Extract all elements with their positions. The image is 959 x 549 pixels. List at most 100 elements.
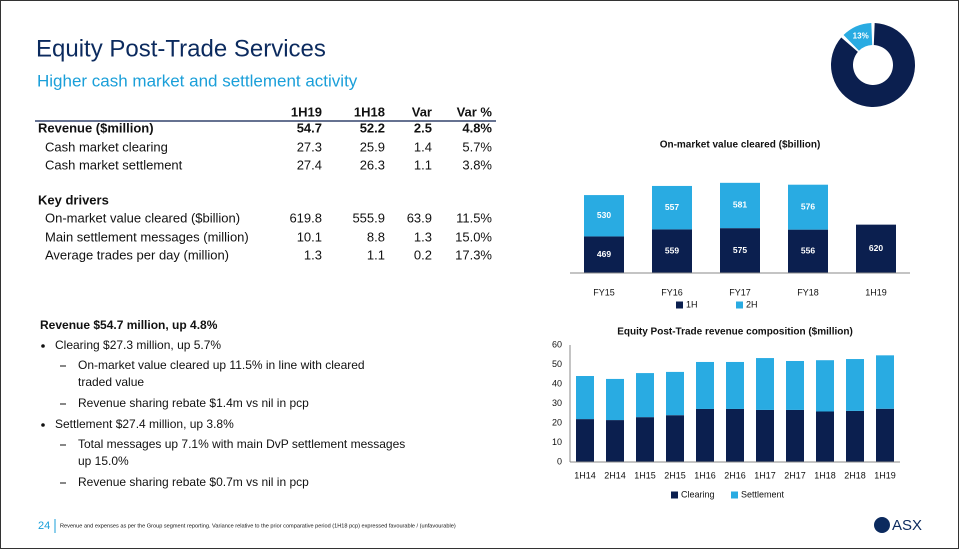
sub-bullet-text: Revenue sharing rebate $1.4m vs nil in p… bbox=[78, 396, 309, 410]
x-tick-label: 2H17 bbox=[784, 470, 806, 480]
column-header: 1H18 bbox=[354, 104, 385, 119]
legend-swatch bbox=[676, 301, 683, 309]
bullet bbox=[41, 344, 45, 348]
bar-segment bbox=[726, 361, 744, 409]
cell: 1.1 bbox=[367, 247, 385, 262]
bar-segment bbox=[584, 236, 624, 273]
bar-segment bbox=[786, 360, 804, 410]
sub-bullet-text: up 15.0% bbox=[78, 454, 129, 468]
bar-segment bbox=[856, 224, 896, 273]
sub-bullet-text: On-market value cleared up 11.5% in line… bbox=[78, 358, 365, 372]
cell: 1.1 bbox=[414, 157, 432, 172]
legend-swatch bbox=[671, 491, 678, 499]
bar-segment bbox=[786, 409, 804, 462]
bar-segment bbox=[846, 410, 864, 462]
cell: 1.4 bbox=[414, 139, 432, 154]
bar-segment bbox=[584, 195, 624, 237]
commentary-heading: Revenue $54.7 million, up 4.8% bbox=[40, 318, 218, 332]
x-tick-label: FY17 bbox=[729, 287, 751, 297]
cell: 0.2 bbox=[414, 247, 432, 262]
cell: 4.8% bbox=[462, 120, 492, 135]
bar-segment bbox=[788, 229, 828, 273]
y-tick-label: 40 bbox=[552, 378, 562, 388]
cell: 63.9 bbox=[407, 210, 432, 225]
data-label: 575 bbox=[733, 245, 747, 255]
legend-label: Settlement bbox=[741, 489, 785, 499]
x-tick-label: 1H15 bbox=[634, 470, 656, 480]
cell: 1.3 bbox=[304, 247, 322, 262]
bar-segment bbox=[606, 378, 624, 421]
y-tick-label: 20 bbox=[552, 417, 562, 427]
row-label: Main settlement messages (million) bbox=[45, 229, 249, 244]
bar-segment bbox=[846, 359, 864, 411]
bar-segment bbox=[726, 408, 744, 462]
x-tick-label: 1H18 bbox=[814, 470, 836, 480]
x-tick-label: 2H16 bbox=[724, 470, 746, 480]
row-label: Cash market clearing bbox=[45, 139, 168, 154]
subtitle: Higher cash market and settlement activi… bbox=[37, 71, 358, 90]
row-label: Cash market settlement bbox=[45, 157, 183, 172]
data-label: 469 bbox=[597, 249, 611, 259]
cell: 3.8% bbox=[462, 157, 492, 172]
bar-segment bbox=[636, 373, 654, 418]
bullet-text: Settlement $27.4 million, up 3.8% bbox=[55, 417, 234, 431]
bar-segment bbox=[576, 376, 594, 420]
x-tick-label: FY16 bbox=[661, 287, 683, 297]
y-tick-label: 0 bbox=[557, 456, 562, 466]
bar-segment bbox=[696, 361, 714, 409]
x-tick-label: FY18 bbox=[797, 287, 819, 297]
data-label: 557 bbox=[665, 202, 679, 212]
y-tick-label: 60 bbox=[552, 339, 562, 349]
bar-segment bbox=[756, 409, 774, 462]
bar-segment bbox=[876, 355, 894, 409]
bar-segment bbox=[652, 229, 692, 273]
x-tick-label: 1H14 bbox=[574, 470, 596, 480]
column-header: Var bbox=[412, 104, 432, 119]
bar-segment bbox=[788, 184, 828, 230]
title: Equity Post-Trade Services bbox=[36, 35, 326, 62]
x-tick-label: 2H14 bbox=[604, 470, 626, 480]
column-header: 1H19 bbox=[291, 104, 322, 119]
cell: 1.3 bbox=[414, 229, 432, 244]
x-tick-label: FY15 bbox=[593, 287, 615, 297]
cell: 25.9 bbox=[360, 139, 385, 154]
data-label: 559 bbox=[665, 245, 679, 255]
legend-swatch bbox=[731, 491, 738, 499]
logo: ASX bbox=[892, 517, 922, 534]
column-header: Var % bbox=[457, 104, 493, 119]
bar-segment bbox=[576, 419, 594, 462]
x-tick-label: 1H19 bbox=[874, 470, 896, 480]
cell: 11.5% bbox=[456, 210, 492, 225]
legend-label: 2H bbox=[746, 299, 758, 309]
cell: 52.2 bbox=[360, 120, 385, 135]
cell: 555.9 bbox=[352, 210, 385, 225]
cell: 8.8 bbox=[367, 229, 385, 244]
row-label: Key drivers bbox=[38, 192, 109, 207]
data-label: 530 bbox=[597, 210, 611, 220]
cell: 5.7% bbox=[462, 139, 492, 154]
bar-segment bbox=[756, 358, 774, 410]
cell: 10.1 bbox=[297, 229, 322, 244]
bar-segment bbox=[652, 185, 692, 230]
legend-label: 1H bbox=[686, 299, 698, 309]
cell: 27.4 bbox=[297, 157, 322, 172]
bar-segment bbox=[720, 228, 760, 273]
bar-segment bbox=[606, 420, 624, 462]
sub-bullet-text: Total messages up 7.1% with main DvP set… bbox=[78, 437, 405, 451]
x-tick-label: 1H16 bbox=[694, 470, 716, 480]
x-tick-label: 2H15 bbox=[664, 470, 686, 480]
bar-segment bbox=[696, 408, 714, 462]
bar-segment bbox=[816, 360, 834, 412]
chart-title: On-market value cleared ($billion) bbox=[660, 140, 821, 151]
data-label: 581 bbox=[733, 200, 747, 210]
data-label: 576 bbox=[801, 201, 815, 211]
cell: 619.8 bbox=[289, 210, 322, 225]
y-tick-label: 50 bbox=[552, 359, 562, 369]
legend-swatch bbox=[736, 301, 743, 309]
bar-segment bbox=[666, 371, 684, 416]
cell: 2.5 bbox=[414, 120, 432, 135]
sub-bullet-text: traded value bbox=[78, 375, 144, 389]
x-tick-label: 2H18 bbox=[844, 470, 866, 480]
sub-bullet-text: Revenue sharing rebate $0.7m vs nil in p… bbox=[78, 475, 309, 489]
